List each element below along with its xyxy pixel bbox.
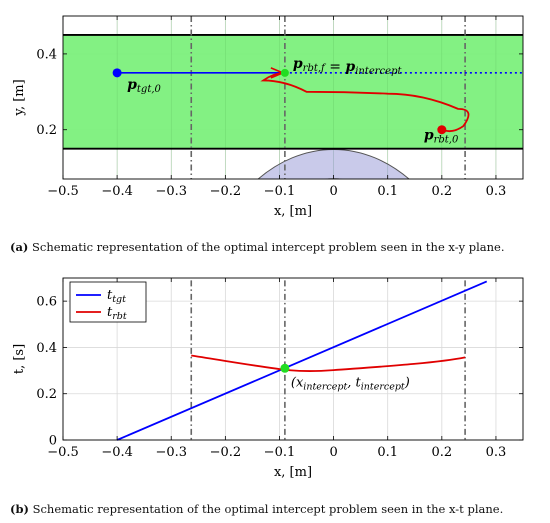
a-workspace-region xyxy=(257,149,410,179)
b-xlabel: x, [m] xyxy=(274,465,312,480)
b-legend-label-0-sub: tgt xyxy=(112,294,126,305)
a-xtick-label-3: −0.2 xyxy=(210,184,242,199)
a-xtick-label-8: 0.3 xyxy=(486,184,507,199)
a-label-final-2-main: p xyxy=(345,59,355,75)
b-ylabel: t, [s] xyxy=(12,344,27,374)
b-ytick-label-3: 0.6 xyxy=(36,295,57,310)
b-intercept-label: (xintercept, tintercept) xyxy=(291,375,410,392)
a-xlabel: x, [m] xyxy=(274,204,312,219)
a-ytick-label-1: 0.4 xyxy=(36,47,57,62)
b-legend-label-0: ttgt xyxy=(107,288,126,305)
b-xtick-label-7: 0.2 xyxy=(431,445,452,460)
caption-a: (a) Schematic representation of the opti… xyxy=(10,240,505,254)
b-legend-label-1: trbt xyxy=(107,305,127,322)
b-xtick-label-8: 0.3 xyxy=(486,445,507,460)
b-legend-box xyxy=(69,281,147,323)
a-xtick-label-5: 0 xyxy=(329,184,337,199)
b-intercept-label-part-0: (x xyxy=(291,375,304,390)
b-legend-label-0-main: t xyxy=(107,288,113,303)
a-label-target-start-sub: tgt,0 xyxy=(137,84,162,95)
a-xtick-label-6: 0.1 xyxy=(377,184,398,199)
a-label-target-start: ptgt,0 xyxy=(127,77,161,95)
a-xtick-label-1: −0.4 xyxy=(101,184,133,199)
caption-b: (b) Schematic representation of the opti… xyxy=(10,502,503,516)
a-ylabel: y, [m] xyxy=(12,79,27,116)
a-xtick-label-7: 0.2 xyxy=(431,184,452,199)
a-ytick-label-0: 0.2 xyxy=(36,123,57,138)
b-xtick-label-1: −0.4 xyxy=(101,445,133,460)
b-series-tgt-line xyxy=(116,280,488,441)
b-intercept-label-part-4: ) xyxy=(404,375,410,390)
caption-a-tag: (a) xyxy=(10,240,29,254)
b-xtick-label-0: −0.5 xyxy=(47,445,79,460)
b-intercept-point xyxy=(280,363,290,373)
a-xtick-label-2: −0.3 xyxy=(155,184,187,199)
a-target-start-point xyxy=(112,68,122,78)
caption-b-text: Schematic representation of the optimal … xyxy=(28,502,504,516)
caption-b-tag: (b) xyxy=(10,502,29,516)
a-label-robot-start: prbt,0 xyxy=(424,128,459,146)
b-xtick-label-6: 0.1 xyxy=(377,445,398,460)
a-label-robot-start-main: p xyxy=(424,128,434,144)
caption-a-text: Schematic representation of the optimal … xyxy=(28,240,505,254)
a-label-final-1-sub: rbt,f xyxy=(303,63,327,74)
a-intercept-point xyxy=(280,68,289,77)
b-ytick-label-1: 0.2 xyxy=(36,387,57,402)
b-legend-label-1-sub: rbt xyxy=(112,311,127,322)
a-feasible-band xyxy=(63,34,523,149)
chart-xt-plane: (xintercept, tintercept)−0.5 −0.4 −0.3 −0.2… xyxy=(12,277,524,480)
b-intercept-label-part-2: , t xyxy=(347,375,361,390)
a-label-target-start-main: p xyxy=(127,77,137,93)
b-frame xyxy=(62,277,524,441)
a-robot-start-point xyxy=(437,125,447,135)
a-label-final-eq: = xyxy=(325,59,346,75)
b-ytick-label-2: 0.4 xyxy=(36,341,57,356)
b-intercept-label-part-1: intercept xyxy=(303,381,347,392)
b-intercept-label-part-3: intercept xyxy=(361,381,405,392)
a-label-final-2-sub: intercept xyxy=(355,66,402,77)
b-xtick-label-4: −0.1 xyxy=(264,445,296,460)
b-xtick-label-5: 0 xyxy=(329,445,337,460)
a-frame xyxy=(62,15,524,180)
b-ytick-label-0: 0 xyxy=(49,434,57,449)
a-label-final-1-main: p xyxy=(293,56,303,72)
a-xtick-label-4: −0.1 xyxy=(264,184,296,199)
b-series-rbt-line xyxy=(191,354,466,373)
a-label-final: prbt,f = pintercept xyxy=(293,56,403,77)
a-robot-path xyxy=(260,71,470,133)
a-label-robot-start-sub: rbt,0 xyxy=(434,135,459,146)
b-xtick-label-3: −0.2 xyxy=(210,445,242,460)
a-xtick-label-0: −0.5 xyxy=(47,184,79,199)
b-xtick-label-2: −0.3 xyxy=(155,445,187,460)
b-legend-label-1-main: t xyxy=(107,305,113,320)
a-plot-area xyxy=(63,16,523,179)
